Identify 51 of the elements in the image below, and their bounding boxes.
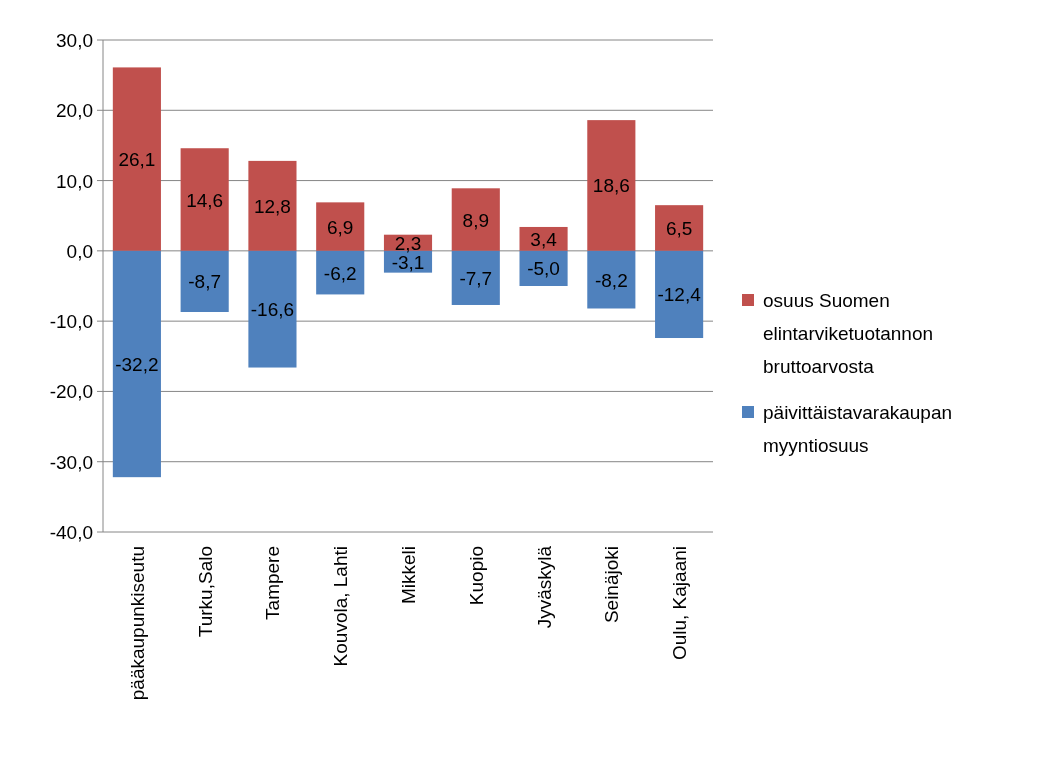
- x-tick-label: Oulu, Kajaani: [669, 546, 691, 661]
- legend-label: päivittäistavarakaupan myyntiosuus: [763, 402, 953, 456]
- x-tick-label: Jyväskylä: [533, 545, 555, 629]
- x-tick-label: Seinäjoki: [601, 546, 623, 624]
- bar: [587, 120, 636, 251]
- bar: [180, 250, 229, 313]
- bar: [655, 205, 704, 251]
- data-label: 26,1: [118, 149, 156, 171]
- data-label: 12,8: [253, 195, 291, 217]
- bar: [655, 250, 704, 339]
- data-label: 18,6: [592, 175, 630, 197]
- y-tick-label: -10,0: [49, 311, 93, 333]
- bar: [316, 202, 365, 251]
- bar: [180, 148, 229, 251]
- y-tick-label: -20,0: [49, 381, 93, 403]
- y-tick-label: 0,0: [66, 240, 93, 262]
- data-label: -32,2: [115, 354, 159, 376]
- bar: [519, 250, 568, 286]
- data-label: -8,2: [594, 269, 628, 291]
- bar: [451, 188, 500, 251]
- x-tick-label: Mikkeli: [398, 546, 419, 605]
- data-label: 2,3: [394, 232, 422, 254]
- bar: [248, 250, 297, 368]
- data-label: 8,9: [462, 209, 489, 231]
- legend-label: osuus Suomen elintarviketuotannon bruttoarvosta: [763, 290, 934, 377]
- x-tick-label: pääkaupunkiseutu: [126, 546, 148, 701]
- y-tick-label: 10,0: [56, 170, 93, 192]
- data-label: -12,4: [657, 284, 702, 306]
- bar: [112, 250, 161, 478]
- data-label: 3,4: [530, 228, 558, 250]
- y-tick-label: -40,0: [49, 522, 93, 543]
- x-tick-label: Tampere: [262, 546, 284, 620]
- x-tick-label: Kuopio: [465, 546, 487, 606]
- bar: [112, 67, 161, 251]
- x-tick-label: Kouvola, Lahti: [330, 546, 352, 667]
- data-label: 14,6: [186, 189, 224, 211]
- bar: [248, 160, 297, 251]
- data-label: 6,5: [665, 218, 693, 240]
- data-label: -16,6: [250, 299, 295, 321]
- data-label: -8,7: [188, 271, 222, 293]
- bar: [451, 250, 500, 305]
- y-tick-label: 20,0: [56, 100, 93, 122]
- data-label: -6,2: [323, 262, 357, 284]
- bar: [587, 250, 636, 309]
- bar: [316, 250, 365, 295]
- x-tick-label: Turku,Salo: [194, 546, 216, 638]
- data-label: 6,9: [327, 216, 354, 238]
- y-tick-label: 30,0: [56, 30, 93, 51]
- y-tick-label: -30,0: [49, 451, 93, 473]
- data-label: -5,0: [527, 258, 560, 280]
- data-label: -7,7: [459, 267, 493, 289]
